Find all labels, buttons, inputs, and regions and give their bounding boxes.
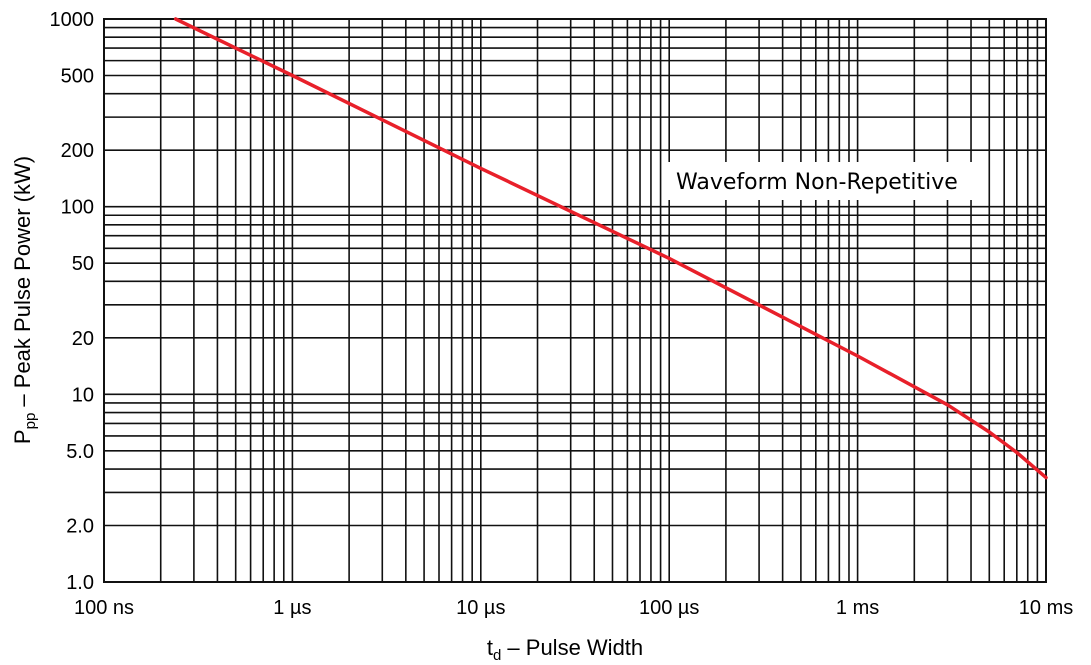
y-tick-label: 10	[72, 384, 94, 406]
annotation-text: Waveform Non-Repetitive	[676, 170, 958, 195]
y-tick-label: 500	[61, 65, 94, 87]
series-group	[173, 17, 1048, 480]
y-tick-label: 50	[72, 253, 94, 275]
y-tick-label: 5.0	[66, 441, 94, 463]
grid	[103, 18, 1047, 583]
x-tick-label: 1 µs	[273, 597, 311, 619]
annotation-background	[668, 162, 988, 200]
x-tick-label: 1 ms	[836, 597, 879, 619]
plot-frame	[103, 18, 1047, 583]
x-tick-label: 100 µs	[639, 597, 699, 619]
y-tick-label: 100	[61, 197, 94, 219]
x-tick-labels: 100 ns 1 µs 10 µs 100 µs 1 ms 10 ms	[74, 597, 1073, 619]
series-line	[173, 17, 1048, 480]
x-axis-label: td – Pulse Width	[487, 635, 643, 664]
y-tick-label: 1000	[50, 9, 95, 31]
y-tick-label: 1.0	[66, 572, 94, 594]
x-tick-label: 10 ms	[1019, 597, 1073, 619]
y-tick-labels: 1.0 2.0 5.0 10 20 50 100 200 500 1000	[50, 9, 95, 594]
y-tick-label: 20	[72, 328, 94, 350]
y-tick-label: 200	[61, 140, 94, 162]
x-tick-label: 100 ns	[74, 597, 134, 619]
x-tick-label: 10 µs	[456, 597, 505, 619]
y-axis-label: Ppp – Peak Pulse Power (kW)	[10, 156, 39, 444]
y-tick-label: 2.0	[66, 516, 94, 538]
